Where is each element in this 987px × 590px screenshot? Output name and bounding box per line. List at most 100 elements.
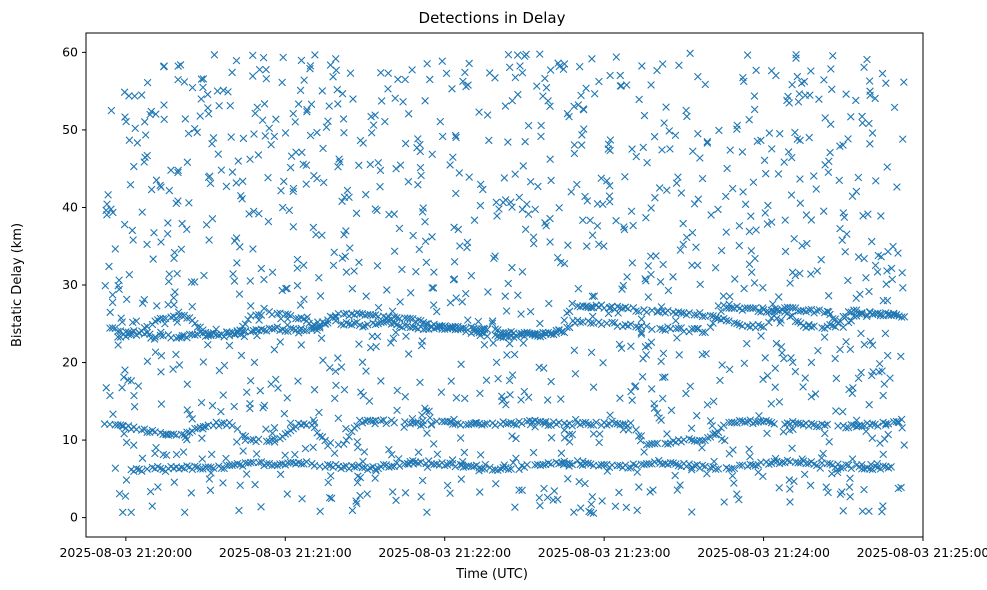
detection-point — [337, 320, 345, 329]
detection-point — [271, 375, 280, 384]
detection-point — [522, 50, 530, 59]
detection-point — [185, 199, 193, 207]
detection-point — [106, 308, 114, 317]
detection-point — [414, 180, 422, 189]
detection-point — [868, 341, 877, 349]
detection-point — [771, 454, 780, 463]
detection-point — [260, 401, 269, 410]
detection-point — [250, 358, 259, 367]
detection-point — [187, 278, 196, 286]
detection-point — [714, 205, 722, 214]
detection-point — [476, 201, 485, 210]
detection-point — [474, 317, 483, 326]
detection-point — [462, 82, 470, 91]
detection-point — [878, 69, 887, 78]
detection-point — [217, 419, 226, 428]
detection-point — [257, 503, 265, 511]
detection-point — [356, 473, 365, 482]
detection-point — [257, 458, 266, 466]
detection-point — [726, 292, 734, 301]
detection-point — [217, 464, 226, 473]
detection-point — [340, 385, 349, 394]
chart-title: Detections in Delay — [419, 9, 566, 27]
detection-point — [871, 261, 880, 270]
detection-point — [480, 420, 489, 428]
detection-point — [900, 441, 909, 449]
detection-point — [447, 418, 456, 426]
detection-point — [832, 407, 840, 415]
detection-point — [873, 459, 881, 468]
detection-point — [497, 392, 506, 401]
detection-point — [807, 419, 816, 428]
detection-point — [414, 135, 422, 143]
detection-point — [537, 121, 545, 130]
detection-point — [735, 495, 743, 504]
detection-point — [651, 193, 659, 202]
detection-point — [585, 507, 593, 516]
detection-point — [369, 121, 378, 129]
detection-point — [900, 78, 908, 86]
detection-point — [373, 206, 381, 215]
detection-point — [390, 247, 399, 256]
detection-point — [340, 230, 348, 239]
detection-point — [101, 281, 110, 290]
detection-point — [603, 467, 612, 475]
detection-point — [637, 315, 646, 323]
detection-point — [278, 286, 286, 295]
detection-point — [238, 431, 247, 440]
detection-point — [300, 295, 308, 304]
detection-point — [504, 138, 512, 146]
detection-point — [730, 275, 739, 283]
detection-point — [481, 460, 490, 469]
detection-point — [447, 377, 456, 385]
detection-point — [281, 327, 290, 335]
detection-point — [322, 123, 331, 131]
detection-point — [172, 350, 180, 359]
detection-point — [781, 247, 790, 256]
detection-point — [495, 205, 503, 213]
detection-point — [294, 328, 303, 337]
detection-point — [424, 319, 432, 328]
detection-point — [650, 404, 659, 412]
detection-point — [140, 158, 148, 166]
y-tick-label: 60 — [62, 44, 78, 59]
detection-point — [199, 358, 208, 366]
detection-point — [740, 359, 749, 368]
detection-point — [125, 92, 133, 100]
detection-point — [454, 325, 462, 334]
detection-point — [886, 374, 894, 382]
detection-point — [235, 506, 243, 515]
detection-point — [501, 292, 510, 301]
detection-point — [334, 354, 342, 362]
detection-point — [124, 330, 133, 339]
detection-point — [292, 148, 300, 156]
x-tick-label: 2025-08-03 21:21:00 — [219, 545, 352, 560]
detection-point — [790, 234, 798, 243]
detection-point — [633, 468, 642, 476]
detection-point — [470, 216, 479, 224]
detection-point — [125, 270, 134, 279]
detection-point — [130, 391, 138, 400]
detection-point — [354, 161, 363, 170]
detection-point — [426, 413, 434, 422]
detection-point — [303, 107, 311, 116]
detection-point — [475, 488, 484, 496]
detection-point — [810, 322, 818, 330]
detection-point — [104, 191, 112, 199]
detection-point — [754, 307, 763, 316]
detection-point — [199, 422, 208, 431]
detection-point — [781, 216, 789, 224]
detection-point — [718, 361, 726, 369]
detection-point — [149, 255, 157, 263]
detection-point — [728, 471, 737, 480]
x-tick-label: 2025-08-03 21:23:00 — [538, 545, 671, 560]
detection-point — [765, 318, 773, 327]
detection-point — [658, 394, 667, 403]
detection-point — [200, 271, 208, 280]
detection-point — [570, 508, 578, 517]
detection-point — [162, 430, 171, 439]
detection-point — [387, 339, 395, 347]
detection-point — [345, 244, 354, 252]
detection-point — [629, 221, 637, 230]
detection-point — [593, 222, 602, 230]
